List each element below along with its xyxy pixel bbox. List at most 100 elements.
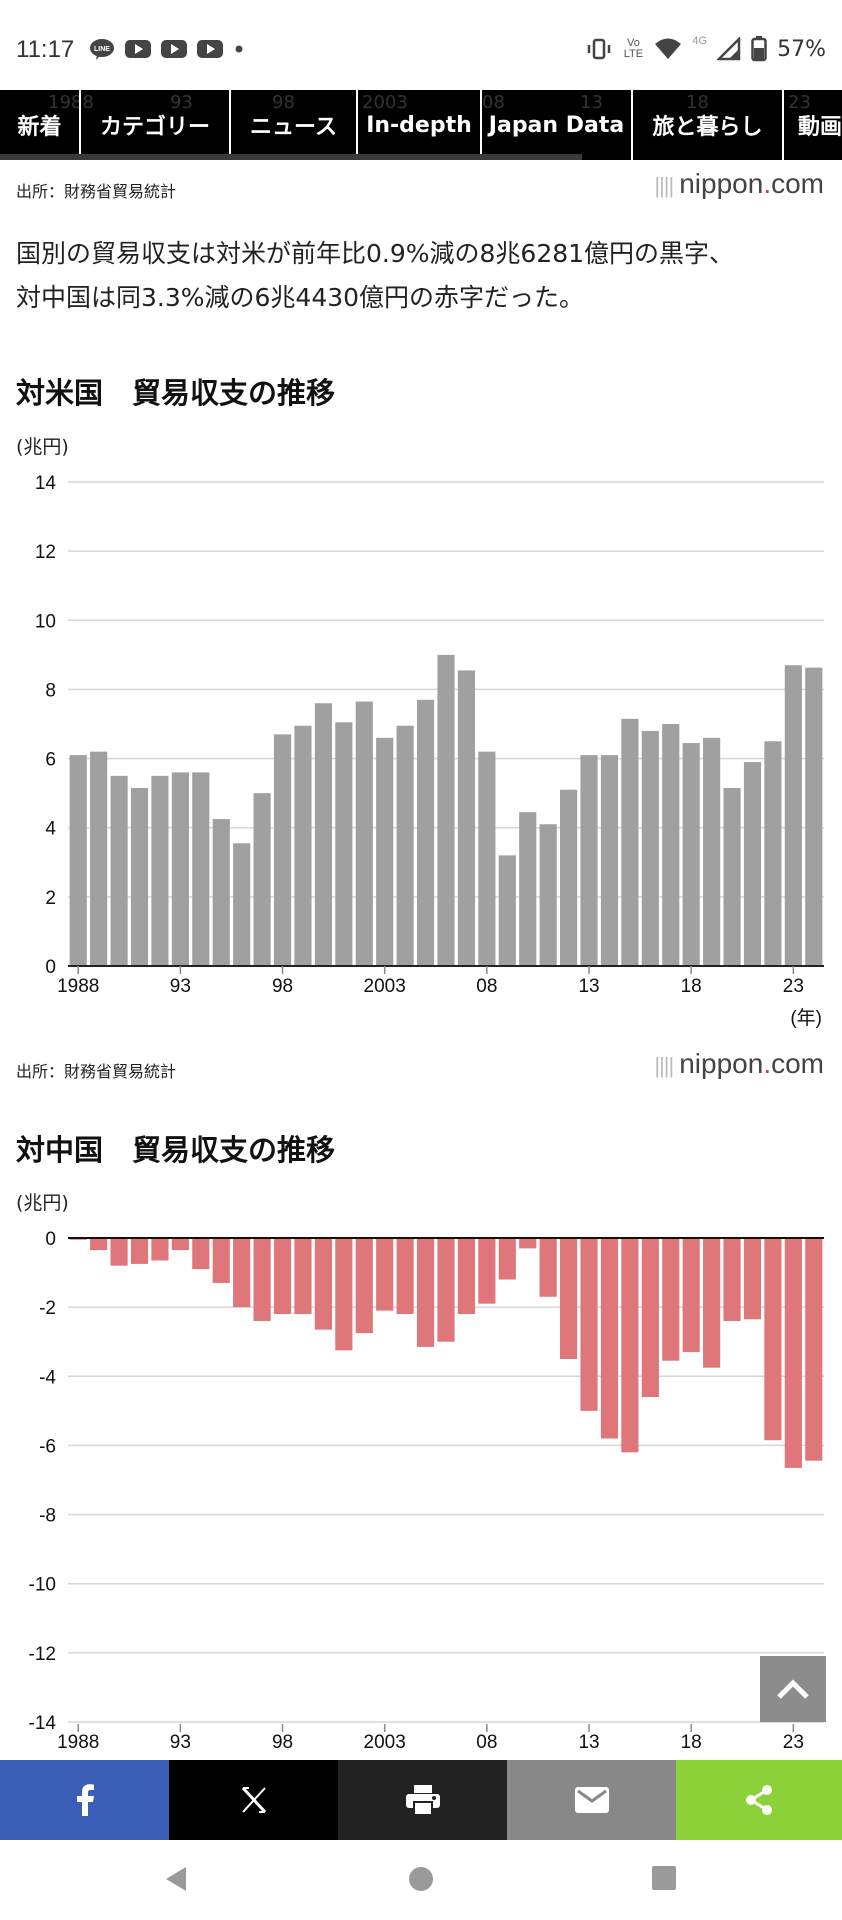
nav-item-in-depth[interactable]: In-depth (358, 90, 482, 160)
bar (641, 730, 659, 966)
china-chart-title: 対中国 貿易収支の推移 (16, 1133, 336, 1167)
y-tick-label: 6 (45, 750, 56, 771)
nav-item-video[interactable]: 動画 (798, 115, 842, 140)
category-nav: 1988 93 98 2003 08 13 18 23 新着 カテゴリー ニュー… (0, 90, 842, 160)
bar (396, 1238, 414, 1315)
logo-dot: . (763, 168, 772, 199)
ghost-label: 1988 (48, 92, 94, 113)
x-logo-icon (241, 1786, 266, 1814)
us-chart-title: 対米国 貿易収支の推移 (16, 376, 336, 410)
ghost-label: 98 (272, 92, 295, 113)
system-navigation-bar (0, 1840, 842, 1920)
y-tick-label: -10 (29, 1575, 56, 1596)
nav-item-japan-data[interactable]: Japan Data (482, 90, 633, 160)
y-tick-label: 0 (45, 1229, 56, 1250)
bar (130, 1238, 149, 1264)
bar (151, 775, 169, 966)
network-type: 4G (692, 35, 708, 47)
y-tick-label: -6 (39, 1436, 56, 1457)
chart-source: 出所：財務省貿易統計 (16, 1062, 177, 1081)
bar (805, 667, 823, 966)
bar (723, 1238, 741, 1321)
wifi-icon (655, 38, 682, 59)
x-tick-label: 98 (272, 1732, 293, 1753)
notification-icons: LINE (88, 38, 246, 60)
email-share-button[interactable] (507, 1760, 676, 1840)
logo-mark-icon: |||| (654, 173, 674, 198)
logo-tld: com (771, 168, 824, 199)
bar (703, 737, 721, 966)
clock: 11:17 (16, 36, 75, 63)
bar (784, 1238, 802, 1468)
x-tick-label: 18 (681, 1732, 702, 1753)
x-share-button[interactable] (169, 1760, 338, 1840)
recents-square-icon[interactable] (652, 1866, 676, 1890)
nippon-logo[interactable]: |||| nippon.com (654, 1048, 824, 1080)
bar (682, 1238, 700, 1353)
facebook-share-button[interactable] (0, 1760, 169, 1840)
bar (478, 1238, 496, 1304)
bar (233, 843, 251, 966)
bar (376, 737, 394, 966)
line-icon: LINE (90, 39, 114, 60)
logo-mark-icon: |||| (654, 1053, 674, 1078)
bar (416, 699, 435, 966)
bar (294, 1238, 312, 1315)
y-tick-label: 4 (45, 819, 56, 840)
youtube-icon (161, 40, 187, 58)
scroll-to-top-button[interactable] (760, 1656, 826, 1722)
ghost-label: 23 (788, 92, 811, 113)
bar (437, 1238, 455, 1342)
china-chart-unit: (兆円) (16, 1192, 69, 1214)
paragraph-line: 国別の貿易収支は対米が前年比0.9%減の8兆6281億円の黒字、 (16, 239, 735, 268)
bar (212, 819, 230, 966)
home-circle-icon[interactable] (408, 1866, 434, 1892)
bar (396, 725, 414, 966)
nav-item-news[interactable]: ニュース (231, 90, 358, 160)
x-tick-label: 1988 (57, 1732, 99, 1753)
ghost-label: 93 (170, 92, 193, 113)
facebook-icon (76, 1784, 94, 1816)
battery-percent: 57% (777, 36, 826, 62)
bar (784, 665, 802, 966)
y-tick-label: 8 (45, 680, 56, 701)
bar (273, 734, 292, 966)
print-button[interactable] (338, 1760, 507, 1840)
ghost-label: 2003 (362, 92, 408, 113)
y-tick-label: 2 (45, 888, 56, 909)
nippon-logo[interactable]: |||| nippon.com (654, 168, 824, 200)
bar (437, 654, 455, 966)
bar (192, 1238, 210, 1270)
share-icon (746, 1785, 772, 1815)
y-tick-label: 10 (35, 611, 56, 632)
x-tick-label: 08 (476, 976, 497, 997)
logo-name: nippon (679, 1048, 764, 1079)
bar (764, 1238, 782, 1441)
nav-item-categories[interactable]: カテゴリー (81, 90, 231, 160)
bar (69, 755, 87, 966)
signal-icon (717, 37, 741, 61)
chart-source: 出所：財務省貿易統計 (16, 182, 177, 201)
youtube-icon (197, 40, 223, 58)
bar (130, 787, 149, 966)
y-tick-label: -4 (39, 1367, 56, 1388)
nav-item-travel-living[interactable]: 旅と暮らし (633, 90, 784, 160)
y-tick-label: 12 (35, 542, 56, 563)
logo-tld: com (771, 1048, 824, 1079)
nav-item-new[interactable]: 新着 (0, 90, 81, 160)
y-tick-label: -2 (39, 1298, 56, 1319)
bar (600, 755, 619, 966)
bar (416, 1238, 435, 1347)
bar (90, 1238, 108, 1251)
bar (805, 1238, 823, 1461)
back-triangle-icon[interactable] (164, 1866, 188, 1892)
bar (314, 703, 332, 966)
x-tick-label: 98 (272, 976, 293, 997)
bar (212, 1238, 230, 1283)
bar (478, 751, 496, 966)
bar (662, 724, 680, 966)
bar (376, 1238, 394, 1311)
bar (355, 1238, 373, 1334)
bar (560, 789, 578, 966)
share-button[interactable] (676, 1760, 842, 1840)
